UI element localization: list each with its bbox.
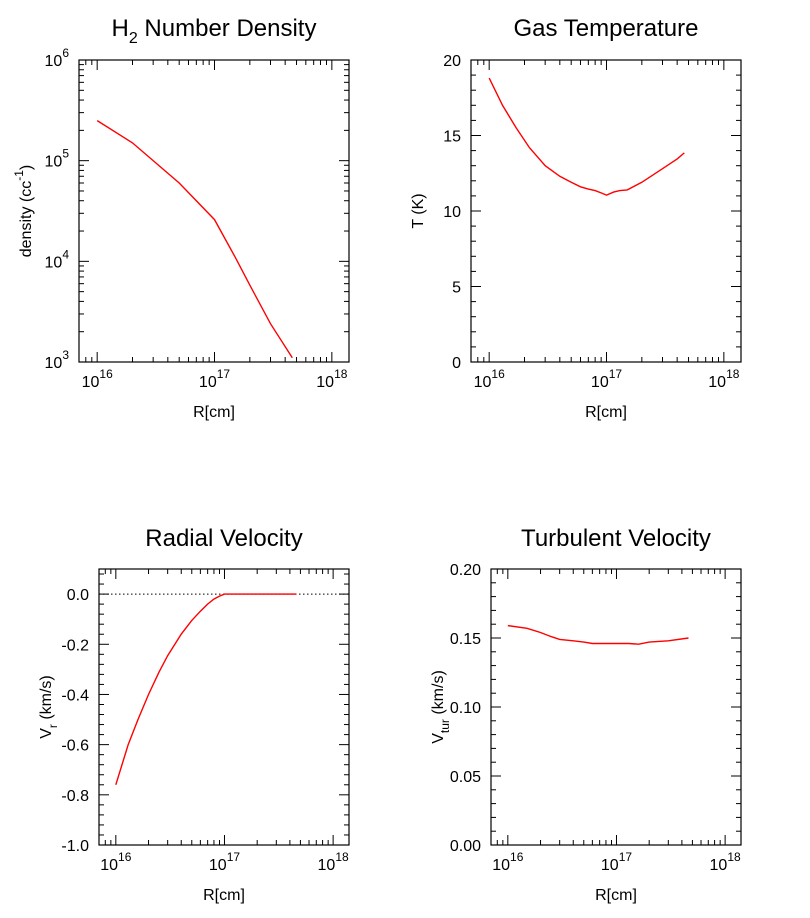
chart-title: Radial Velocity [145, 525, 302, 552]
plot-frame [470, 59, 742, 363]
y-tick-label: -0.2 [61, 637, 89, 654]
y-tick-label: -0.4 [61, 687, 89, 704]
chart-panel-2: 1016 1017 1018 0 5 10 15 20 Gas Temperature R[cm]… [410, 15, 742, 421]
chart-title: Gas Temperature [514, 15, 699, 42]
chart-panel-3: 1016 1017 1018 -1.0 -0.8 -0.6 -0.4 -0.2 0.0 Radia… [38, 525, 350, 904]
chart-title: H2 Number Density [112, 15, 317, 47]
x-tick-label: 1018 [708, 367, 739, 391]
x-tick-label: 1018 [710, 850, 741, 874]
x-axis-label: R[cm] [193, 404, 235, 421]
y-tick-label: 105 [45, 147, 70, 171]
chart-panel-1: 1016 1017 1018 103 104 105 106 H2 Number Densit… [12, 15, 350, 421]
plot-frame [78, 59, 350, 363]
plot-frame [98, 568, 350, 846]
y-tick-label: 103 [45, 348, 70, 372]
y-tick-label: 0.15 [450, 631, 481, 648]
x-tick-label: 1016 [100, 850, 131, 874]
y-tick-label: 15 [443, 129, 461, 146]
y-tick-label: 0.0 [67, 587, 89, 604]
x-tick-label: 1017 [601, 850, 632, 874]
y-axis-label: T (K) [410, 193, 427, 228]
data-series-line [96, 120, 293, 359]
x-axis-label: R[cm] [203, 887, 245, 904]
x-tick-label: 1018 [316, 367, 347, 391]
x-tick-label: 1017 [591, 367, 622, 391]
chart-title: Turbulent Velocity [521, 525, 711, 552]
y-axis-label: Vtur (km/s) [430, 670, 452, 744]
y-tick-label: 20 [443, 53, 461, 70]
x-axis-label: R[cm] [585, 404, 627, 421]
y-tick-label: 0.10 [450, 700, 481, 717]
chart-panel-4: 1016 1017 1018 0.00 0.05 0.10 0.15 0.20 Turbulen… [430, 525, 742, 904]
x-tick-label: 1016 [82, 367, 113, 391]
y-tick-label: 5 [452, 280, 461, 297]
y-axis-label: Vr (km/s) [38, 675, 60, 739]
y-tick-label: -1.0 [61, 838, 89, 855]
y-tick-label: -0.6 [61, 738, 89, 755]
y-tick-label: 0 [452, 355, 461, 372]
y-tick-label: -0.8 [61, 788, 89, 805]
y-tick-label: 106 [45, 46, 70, 70]
y-tick-label: 104 [45, 247, 70, 271]
y-tick-label: 0.00 [450, 838, 481, 855]
x-tick-label: 1016 [492, 850, 523, 874]
x-tick-label: 1018 [318, 850, 349, 874]
plot-frame [490, 568, 742, 846]
x-tick-label: 1017 [209, 850, 240, 874]
data-series-line [115, 593, 297, 786]
x-tick-label: 1016 [474, 367, 505, 391]
data-series-line [488, 77, 685, 196]
y-tick-label: 0.20 [450, 562, 481, 579]
data-series-line [507, 624, 689, 645]
x-axis-label: R[cm] [595, 887, 637, 904]
y-tick-label: 10 [443, 204, 461, 221]
y-tick-label: 0.05 [450, 769, 481, 786]
y-axis-label: density (cc-1) [12, 165, 35, 257]
x-tick-label: 1017 [199, 367, 230, 391]
